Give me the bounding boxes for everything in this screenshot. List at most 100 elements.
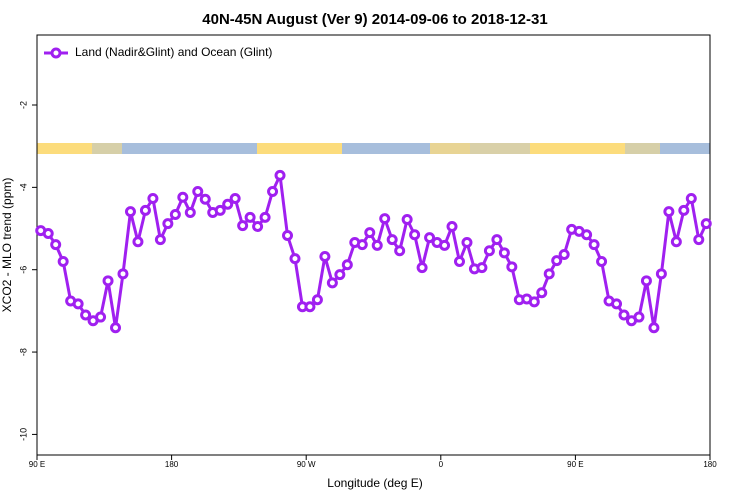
point [177,191,189,203]
y-tick-label: -2 [18,101,28,109]
point [192,185,204,197]
point [663,206,675,218]
point [72,298,84,310]
point [222,198,234,210]
point [693,234,705,246]
point [491,234,503,246]
point [154,234,166,246]
point [95,311,107,323]
strip-land [530,143,625,154]
point [139,204,151,216]
point [199,193,211,205]
point [184,206,196,218]
point [57,255,69,267]
point [237,220,249,232]
y-axis-label: XCO2 - MLO trend (ppm) [0,178,14,313]
point [424,232,436,244]
strip-land [257,143,342,154]
y-tick-label: -4 [18,183,28,191]
point [558,248,570,260]
point [596,255,608,267]
point [259,211,271,223]
point [633,311,645,323]
y-tick-label: -10 [18,428,28,441]
legend-label: Land (Nadir&Glint) and Ocean (Glint) [75,45,272,59]
point [670,236,682,248]
point [289,253,301,265]
point [252,220,264,232]
point [326,277,338,289]
x-tick-label: 180 [703,460,717,469]
point [648,322,660,334]
point [110,322,122,334]
point [528,296,540,308]
strip-ocean [37,143,710,154]
point [267,185,279,197]
point [618,309,630,321]
point [453,255,465,267]
point [162,218,174,230]
point [439,239,451,251]
chart-title: 40N-45N August (Ver 9) 2014-09-06 to 201… [202,11,547,28]
point [132,236,144,248]
x-tick-label: 180 [165,460,179,469]
strip-land [470,143,530,154]
point [334,269,346,281]
point [536,287,548,299]
x-tick-label: 90 W [297,460,316,469]
point [356,239,368,251]
legend-marker [50,47,62,59]
point [581,229,593,241]
point [80,309,92,321]
x-tick-label: 90 E [29,460,45,469]
x-axis-label: Longitude (deg E) [327,476,422,490]
point [394,245,406,257]
point [379,213,391,225]
point [416,262,428,274]
point [678,204,690,216]
point [341,259,353,271]
point [409,229,421,241]
point [229,192,241,204]
point [169,209,181,221]
point [102,275,114,287]
plot-frame [36,34,711,456]
point [506,261,518,273]
point [117,268,129,280]
x-tick-label: 90 E [567,460,583,469]
point [498,247,510,259]
y-tick-label: -8 [18,348,28,356]
point [640,275,652,287]
x-tick-label: 0 [439,460,444,469]
point [124,206,136,218]
strip-land [430,143,470,154]
point [476,262,488,274]
point [386,234,398,246]
strip-land [92,143,122,154]
point [282,230,294,242]
point [685,192,697,204]
point [274,169,286,181]
point [304,301,316,313]
point [244,211,256,223]
point [364,227,376,239]
point [611,298,623,310]
point [42,227,54,239]
strip-land [625,143,660,154]
y-tick-label: -6 [18,266,28,274]
point [483,245,495,257]
point [371,239,383,251]
point [311,294,323,306]
point [319,251,331,263]
point [50,239,62,251]
point [446,220,458,232]
point [461,237,473,249]
strip-land [37,143,92,154]
point [214,204,226,216]
point [543,268,555,280]
point [588,239,600,251]
point [401,213,413,225]
point [147,192,159,204]
point [700,218,712,230]
